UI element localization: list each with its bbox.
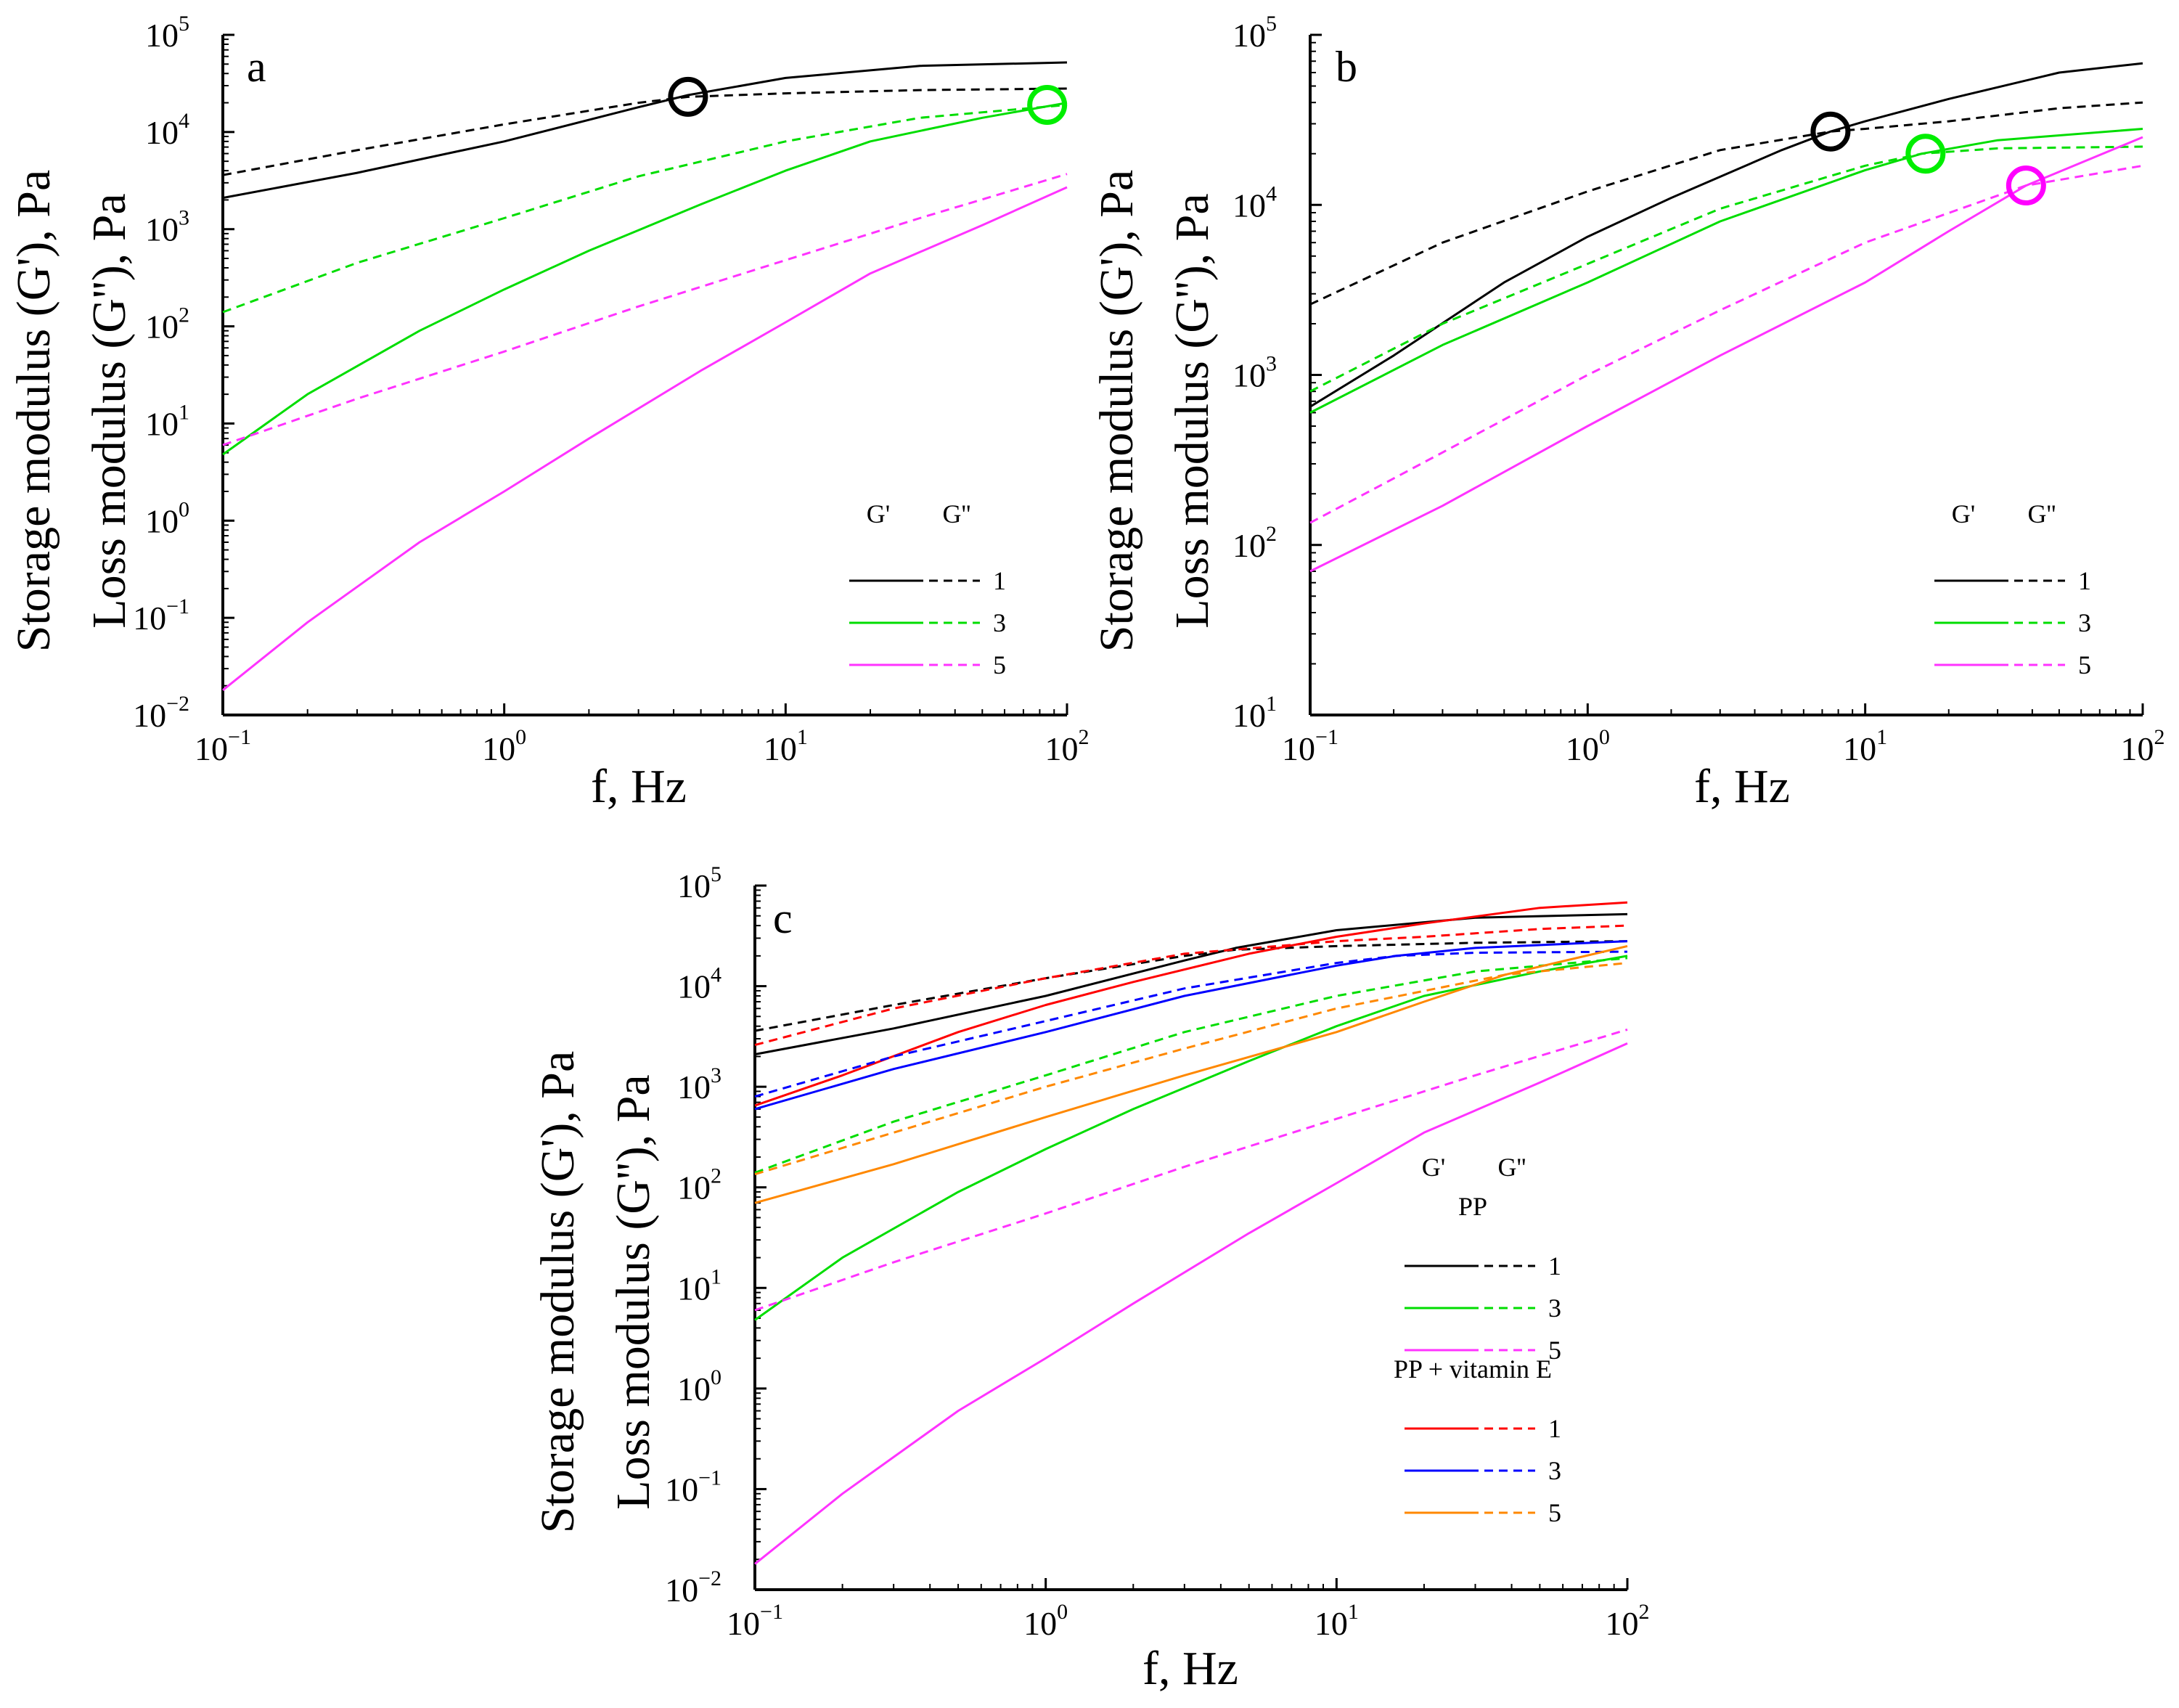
series-line	[754, 940, 1628, 1032]
y-tick-label: 100	[145, 497, 189, 539]
series-line	[222, 186, 1068, 691]
legend-label: 5	[993, 650, 1006, 679]
legend-header-dashed: G''	[943, 499, 971, 528]
crossover-marker	[668, 76, 708, 117]
y-tick-label: 104	[1232, 181, 1277, 224]
y-axis-title-line1: Storage modulus (G'), Pa	[1090, 170, 1143, 652]
legend-header-solid: G'	[1952, 499, 1975, 528]
x-axis-title: f, Hz	[591, 760, 687, 813]
series-line	[754, 901, 1628, 1107]
y-tick-label: 104	[677, 963, 721, 1005]
y-tick-label: 105	[145, 12, 189, 54]
y-axis-title-line1: Storage modulus (G'), Pa	[531, 1051, 584, 1533]
y-tick-label: 103	[677, 1063, 721, 1106]
y-tick-label: 105	[1232, 12, 1277, 54]
series-line	[1309, 101, 2143, 306]
x-tick-label: 102	[1045, 725, 1090, 767]
legend-label: 1	[1548, 1414, 1561, 1443]
x-tick-label: 10−1	[195, 725, 251, 767]
y-axis-title-line1: Storage modulus (G'), Pa	[7, 170, 60, 652]
legend-header-dashed: G''	[2028, 499, 2056, 528]
series-line	[754, 1028, 1628, 1312]
y-tick-label: 104	[145, 109, 189, 151]
panel-letter: a	[247, 43, 266, 91]
y-tick-label: 102	[1232, 522, 1277, 564]
crossover-marker	[1027, 85, 1068, 126]
y-tick-label: 10−1	[133, 594, 189, 637]
y-axis-title-line2: Loss modulus (G''), Pa	[607, 1074, 660, 1509]
y-tick-label: 102	[677, 1164, 721, 1206]
x-tick-label: 10−1	[1282, 725, 1338, 767]
series-line	[754, 1042, 1628, 1565]
legend-header-solid: G'	[1422, 1153, 1445, 1182]
legend-label: 5	[1548, 1336, 1561, 1365]
chart-panel-b: Storage modulus (G'), Pa Loss modulus (G…	[1090, 12, 2165, 813]
y-tick-label: 100	[677, 1365, 721, 1407]
x-tick-label: 101	[764, 725, 808, 767]
crossover-marker	[2006, 166, 2046, 206]
legend-label: 3	[1548, 1456, 1561, 1485]
x-tick-label: 100	[1566, 725, 1610, 767]
legend-label: 3	[2078, 608, 2091, 637]
panel-letter: b	[1336, 43, 1357, 91]
y-tick-label: 103	[1232, 352, 1277, 394]
series-line	[222, 102, 1068, 456]
legend-header-dashed: G''	[1498, 1153, 1526, 1182]
legend-label: 1	[993, 566, 1006, 595]
y-tick-label: 10−2	[665, 1566, 721, 1609]
y-tick-label: 101	[677, 1264, 721, 1307]
x-tick-label: 102	[2121, 725, 2165, 767]
series-line	[754, 962, 1628, 1176]
y-tick-label: 105	[677, 862, 721, 904]
series-line	[222, 61, 1068, 200]
y-tick-label: 10−1	[665, 1466, 721, 1508]
legend-label: 3	[993, 608, 1006, 637]
legend-label: 1	[2078, 566, 2091, 595]
y-tick-label: 101	[145, 400, 189, 442]
x-tick-label: 100	[1023, 1600, 1068, 1642]
x-axis-title: f, Hz	[1142, 1642, 1238, 1695]
chart-panel-c: Storage modulus (G'), Pa Loss modulus (G…	[531, 862, 1650, 1695]
x-axis-title: f, Hz	[1694, 760, 1790, 813]
legend-header-solid: G'	[867, 499, 890, 528]
series-line	[1309, 145, 2143, 393]
y-tick-label: 103	[145, 206, 189, 248]
series-line	[754, 957, 1628, 1174]
series-line	[754, 955, 1628, 1321]
x-tick-label: 101	[1315, 1600, 1359, 1642]
legend-group-title: PP + vitamin E	[1394, 1354, 1552, 1384]
series-line	[1309, 164, 2143, 524]
legend-group-title: PP	[1458, 1192, 1487, 1221]
crossover-marker	[1905, 134, 1946, 174]
legend-label: 1	[1548, 1251, 1561, 1280]
y-tick-label: 102	[145, 303, 189, 346]
x-tick-label: 101	[1843, 725, 1887, 767]
series-line	[1309, 128, 2143, 414]
series-line	[754, 940, 1628, 1111]
series-line	[1309, 62, 2143, 408]
x-tick-label: 102	[1606, 1600, 1650, 1642]
legend-label: 5	[2078, 650, 2091, 679]
crossover-marker	[1810, 111, 1851, 152]
series-line	[222, 173, 1068, 446]
chart-panel-a: Storage modulus (G'), Pa Loss modulus (G…	[7, 12, 1090, 813]
series-line	[222, 104, 1068, 314]
y-tick-label: 10−2	[133, 692, 189, 734]
panel-letter: c	[773, 894, 793, 942]
series-line	[754, 944, 1628, 1204]
y-axis-title-line2: Loss modulus (G''), Pa	[1166, 193, 1219, 628]
x-tick-label: 10−1	[727, 1600, 783, 1642]
y-axis-title-line2: Loss modulus (G''), Pa	[83, 193, 136, 628]
series-line	[754, 924, 1628, 1047]
x-tick-label: 100	[482, 725, 526, 767]
legend-label: 5	[1548, 1498, 1561, 1527]
legend-label: 3	[1548, 1294, 1561, 1323]
series-line	[222, 87, 1068, 176]
y-tick-label: 101	[1232, 692, 1277, 734]
